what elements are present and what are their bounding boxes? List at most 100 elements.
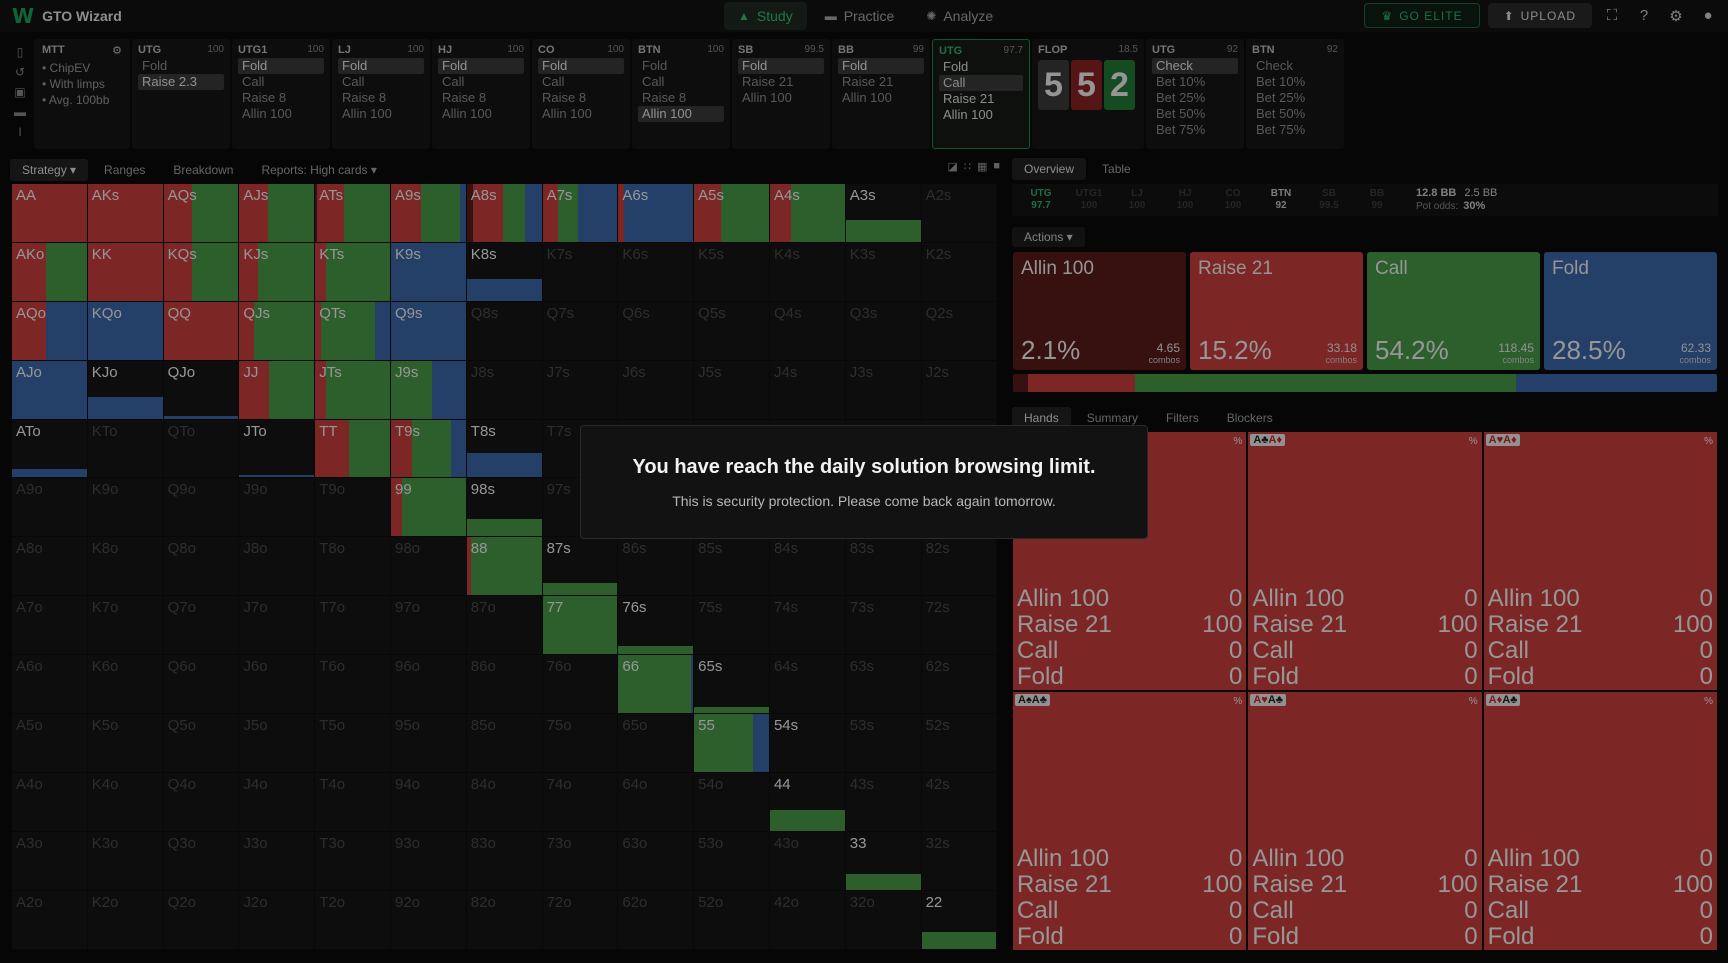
hand-cell[interactable]: K4o xyxy=(87,772,164,832)
action-option[interactable]: Raise 8 xyxy=(542,90,587,105)
hand-cell[interactable]: J9o xyxy=(239,478,316,538)
hand-cell[interactable]: 54o xyxy=(694,772,770,832)
hand-cell[interactable]: KQs xyxy=(163,242,240,302)
hand-cell[interactable]: A7s xyxy=(542,184,619,243)
tab-hands[interactable]: Hands xyxy=(1012,407,1071,429)
hand-cell[interactable]: T9s xyxy=(390,419,467,479)
action-option[interactable]: Fold xyxy=(338,58,424,74)
controller-icon[interactable]: ▬ xyxy=(14,105,26,119)
action-option[interactable]: Bet 25% xyxy=(1156,90,1206,105)
hand-cell[interactable]: 63o xyxy=(618,831,695,891)
action-option[interactable]: Raise 2.3 xyxy=(138,74,224,90)
hand-cell[interactable]: QTo xyxy=(163,419,240,479)
hand-cell[interactable]: J9s xyxy=(390,360,467,420)
hand-combo-card[interactable]: A♥A♦% Allin 100 0 Raise 21 100 Call 0 Fold 0 xyxy=(1483,432,1717,690)
hand-cell[interactable]: 75s xyxy=(694,596,770,656)
hand-cell[interactable]: JTs xyxy=(315,360,391,420)
hand-cell[interactable]: T3o xyxy=(315,831,391,891)
hand-cell[interactable]: J6s xyxy=(618,360,695,420)
hand-cell[interactable]: 66 xyxy=(618,655,695,715)
hand-cell[interactable]: ATo xyxy=(12,419,88,479)
hand-cell[interactable]: KK xyxy=(87,242,164,302)
hand-cell[interactable]: A2s xyxy=(921,184,998,243)
action-option[interactable]: Allin 100 xyxy=(442,106,492,121)
tab-reports-high-cards[interactable]: Reports: High cards ▾ xyxy=(261,163,377,177)
hand-cell[interactable]: 93o xyxy=(390,831,467,891)
hand-cell[interactable]: J8s xyxy=(466,360,543,420)
bookmark-icon[interactable]: ▯ xyxy=(16,45,24,59)
hand-cell[interactable]: 87s xyxy=(542,537,619,597)
hand-cell[interactable]: AA xyxy=(12,184,88,243)
action-option[interactable]: Allin 100 xyxy=(842,90,892,105)
small-grid-icon[interactable]: ∷ xyxy=(963,161,971,173)
hand-cell[interactable]: K8o xyxy=(87,537,164,597)
hand-cell[interactable]: KJs xyxy=(239,242,316,302)
hand-cell[interactable]: 74s xyxy=(769,596,846,656)
hand-cell[interactable]: Q9o xyxy=(163,478,240,538)
tab-filters[interactable]: Filters xyxy=(1166,411,1199,425)
position-card-hj[interactable]: HJ 100 Fold Call Raise 8 Allin 100 xyxy=(432,39,530,149)
action-option[interactable]: Bet 75% xyxy=(1156,122,1206,137)
action-option[interactable]: Bet 50% xyxy=(1156,106,1206,121)
action-option[interactable]: Call xyxy=(442,74,465,89)
action-option[interactable]: Bet 25% xyxy=(1256,90,1306,105)
hand-cell[interactable]: 86o xyxy=(466,655,543,715)
action-option[interactable]: Raise 8 xyxy=(342,90,387,105)
action-option[interactable]: Bet 50% xyxy=(1256,106,1306,121)
hand-cell[interactable]: Q8s xyxy=(466,301,543,361)
hand-cell[interactable]: 98o xyxy=(390,537,467,597)
go-elite-button[interactable]: ♛ GO ELITE xyxy=(1364,3,1480,28)
hand-cell[interactable]: 73o xyxy=(542,831,619,891)
hand-cell[interactable]: K9s xyxy=(390,242,467,302)
hand-cell[interactable]: KQo xyxy=(87,301,164,361)
hand-cell[interactable]: A8o xyxy=(12,537,88,597)
hand-cell[interactable]: 44 xyxy=(769,772,846,832)
hand-cell[interactable]: 54s xyxy=(769,714,846,773)
hand-cell[interactable]: Q3o xyxy=(163,831,240,891)
action-option[interactable]: Bet 10% xyxy=(1256,74,1306,89)
hand-cell[interactable]: Q8o xyxy=(163,537,240,597)
tab-ranges[interactable]: Ranges xyxy=(104,163,146,177)
tab-breakdown[interactable]: Breakdown xyxy=(173,163,234,177)
hand-cell[interactable]: QJs xyxy=(239,301,316,361)
tab-strategy[interactable]: Strategy ▾ xyxy=(10,159,89,181)
hand-cell[interactable]: 64s xyxy=(769,655,846,715)
hand-cell[interactable]: QQ xyxy=(163,301,240,361)
hand-cell[interactable]: Q4o xyxy=(163,772,240,832)
tab-table[interactable]: Table xyxy=(1102,162,1131,176)
hand-cell[interactable]: 65o xyxy=(618,714,695,773)
actions-dropdown[interactable]: Actions ▾ xyxy=(1012,227,1085,247)
hand-cell[interactable]: 72s xyxy=(921,596,998,656)
hand-cell[interactable]: A9o xyxy=(12,478,88,538)
hand-cell[interactable]: T8o xyxy=(315,537,391,597)
hand-cell[interactable]: Q6s xyxy=(618,301,695,361)
hand-cell[interactable]: K4s xyxy=(769,242,846,302)
action-option[interactable]: Fold xyxy=(943,59,969,74)
hand-cell[interactable]: 92o xyxy=(390,890,467,950)
hand-cell[interactable]: 76s xyxy=(618,596,695,656)
hand-cell[interactable]: A7o xyxy=(12,596,88,656)
action-option[interactable]: Call xyxy=(342,74,365,89)
hand-cell[interactable]: J2o xyxy=(239,890,316,950)
hand-cell[interactable]: J8o xyxy=(239,537,316,597)
hand-cell[interactable]: 53s xyxy=(845,714,922,773)
hand-cell[interactable]: Q9s xyxy=(390,301,467,361)
hand-cell[interactable]: KJo xyxy=(87,360,164,420)
upload-button[interactable]: ⬆ UPLOAD xyxy=(1487,3,1592,28)
hand-cell[interactable]: 98s xyxy=(466,478,543,538)
action-option[interactable]: Call xyxy=(642,74,665,89)
action-option[interactable]: Raise 8 xyxy=(442,90,487,105)
hand-cell[interactable]: 52s xyxy=(921,714,998,773)
help-icon[interactable]: ? xyxy=(1639,7,1649,24)
hand-cell[interactable]: J5o xyxy=(239,714,316,773)
hand-cell[interactable]: Q6o xyxy=(163,655,240,715)
grid-icon[interactable]: ▦ xyxy=(976,161,988,173)
tab-overview[interactable]: Overview xyxy=(1012,158,1087,180)
position-card-utg1[interactable]: UTG1 100 Fold Call Raise 8 Allin 100 xyxy=(232,39,330,149)
hand-cell[interactable]: 43o xyxy=(769,831,846,891)
hand-cell[interactable]: 74o xyxy=(542,772,619,832)
hand-cell[interactable]: K7o xyxy=(87,596,164,656)
action-option[interactable]: Fold xyxy=(142,58,168,73)
position-card-sb[interactable]: SB 99.5 Fold Raise 21 Allin 100 xyxy=(732,39,830,149)
hand-cell[interactable]: T2o xyxy=(315,890,391,950)
